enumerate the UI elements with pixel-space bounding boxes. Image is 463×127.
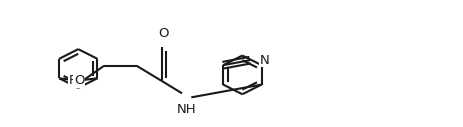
Text: O: O xyxy=(74,74,84,87)
Text: F: F xyxy=(69,74,76,87)
Text: N: N xyxy=(259,54,269,67)
Text: NH: NH xyxy=(176,103,196,116)
Text: O: O xyxy=(158,27,169,40)
